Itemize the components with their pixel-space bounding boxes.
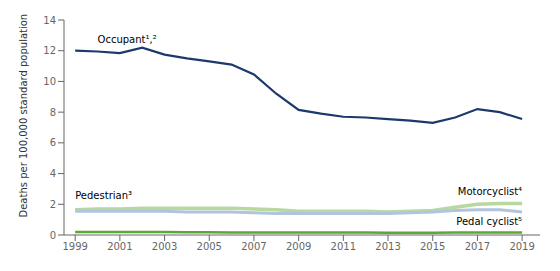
svg-text:14: 14 <box>43 15 56 26</box>
svg-text:6: 6 <box>50 137 56 148</box>
svg-text:10: 10 <box>43 76 56 87</box>
svg-text:2001: 2001 <box>107 241 132 252</box>
svg-text:Occupant¹,²: Occupant¹,² <box>98 34 157 45</box>
svg-text:Pedestrian³: Pedestrian³ <box>75 190 132 201</box>
svg-text:8: 8 <box>50 107 56 118</box>
svg-text:2: 2 <box>50 199 56 210</box>
svg-text:2015: 2015 <box>420 241 445 252</box>
svg-text:Deaths per 100,000 standard po: Deaths per 100,000 standard population <box>18 14 29 218</box>
svg-text:2019: 2019 <box>509 241 534 252</box>
svg-text:12: 12 <box>43 45 56 56</box>
svg-text:2003: 2003 <box>152 241 177 252</box>
svg-text:2007: 2007 <box>241 241 266 252</box>
svg-text:Motorcyclist⁴: Motorcyclist⁴ <box>458 186 522 197</box>
svg-text:4: 4 <box>50 168 56 179</box>
svg-text:2005: 2005 <box>197 241 222 252</box>
svg-text:2011: 2011 <box>331 241 356 252</box>
svg-text:Pedal cyclist⁵: Pedal cyclist⁵ <box>456 216 522 227</box>
svg-text:2017: 2017 <box>465 241 490 252</box>
svg-text:1999: 1999 <box>62 241 87 252</box>
svg-text:2009: 2009 <box>286 241 311 252</box>
svg-text:2013: 2013 <box>375 241 400 252</box>
svg-text:0: 0 <box>50 230 56 241</box>
